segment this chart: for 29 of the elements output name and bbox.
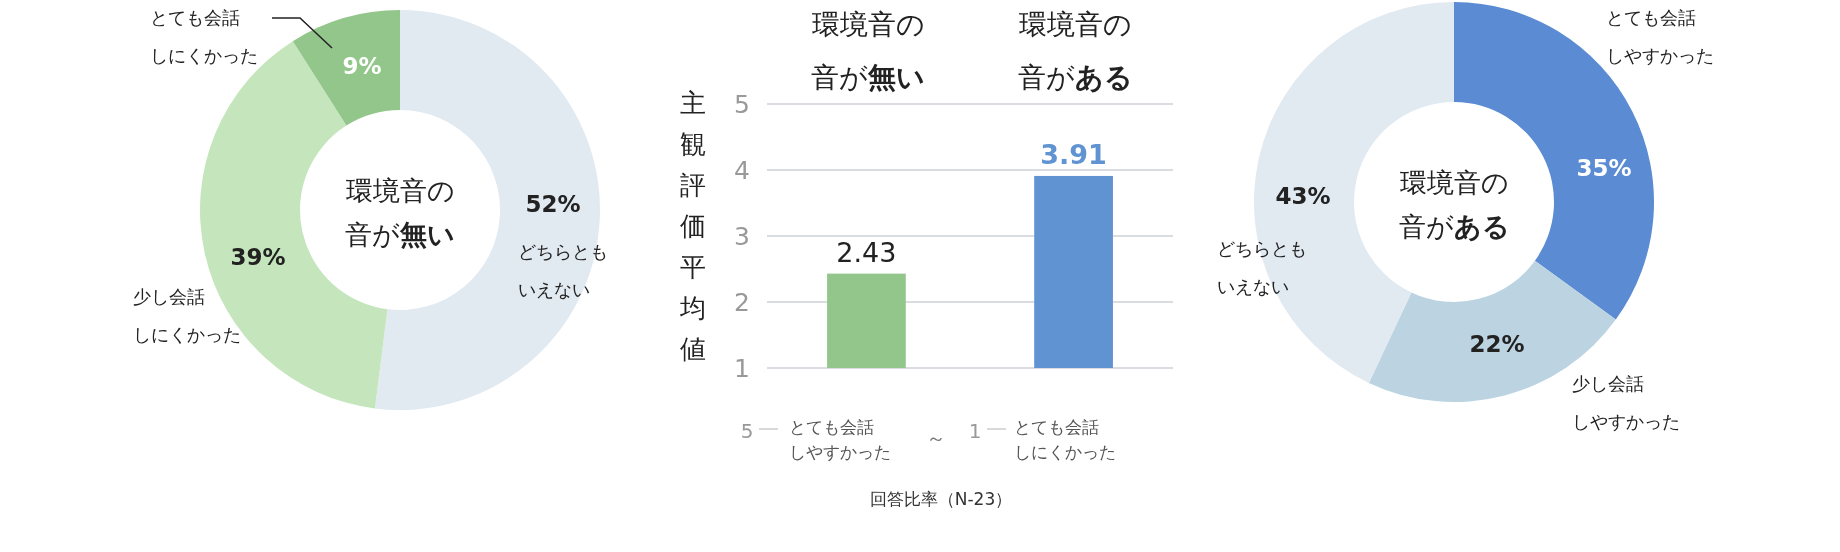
slice-label: とても会話しにくかった bbox=[150, 7, 258, 66]
data-label: 39% bbox=[230, 244, 286, 270]
donut-slice bbox=[292, 10, 400, 126]
text: ～ bbox=[926, 426, 946, 450]
text: 1 bbox=[968, 419, 982, 443]
y-tick-label: 3 bbox=[734, 221, 750, 251]
text: 環境音の音がある bbox=[1398, 167, 1510, 242]
data-label: 3.91 bbox=[1040, 138, 1107, 170]
text: とても会話しにくかった bbox=[1014, 417, 1116, 462]
y-tick-label: 2 bbox=[734, 287, 750, 317]
slice-label: どちらともいえない bbox=[1217, 238, 1307, 297]
data-label: 22% bbox=[1469, 331, 1525, 357]
slice-label: とても会話しやすかった bbox=[1606, 7, 1714, 66]
slice-label: 少し会話しやすかった bbox=[1572, 373, 1680, 432]
y-tick-label: 1 bbox=[734, 353, 750, 383]
text: とても会話しやすかった bbox=[789, 417, 891, 462]
y-tick-label: 5 bbox=[734, 89, 750, 119]
data-label: 43% bbox=[1275, 183, 1331, 209]
y-axis-title: 主観評価平均値 bbox=[679, 88, 706, 364]
donut-slice bbox=[1254, 2, 1454, 383]
data-label: 35% bbox=[1576, 155, 1632, 181]
text: 環境音の音が無い bbox=[345, 175, 455, 250]
data-label: 9% bbox=[342, 53, 382, 79]
data-label: 52% bbox=[525, 191, 581, 217]
slice-label: 少し会話しにくかった bbox=[133, 286, 241, 345]
slice-label: どちらともいえない bbox=[518, 241, 608, 300]
y-tick-label: 4 bbox=[734, 155, 750, 185]
data-label: 2.43 bbox=[836, 236, 897, 268]
text: 回答比率（N-23） bbox=[869, 489, 1013, 509]
